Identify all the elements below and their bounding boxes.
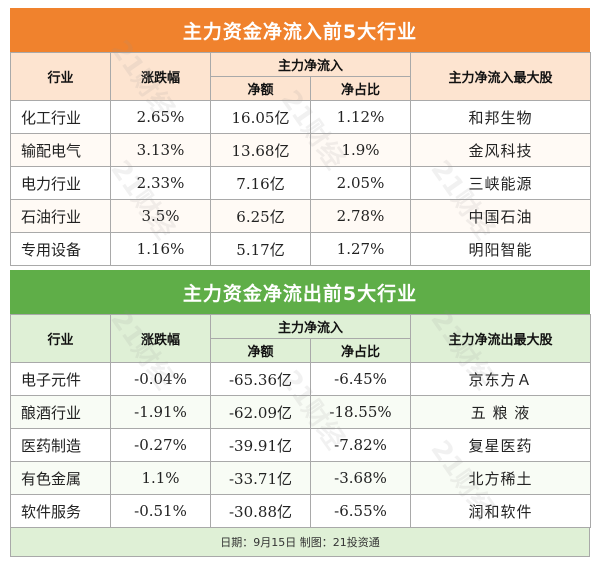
top-stock-cell: 北方稀土	[410, 461, 592, 495]
net-ratio-cell: -6.55%	[309, 494, 412, 528]
header-change: 涨跌幅	[110, 52, 211, 101]
net-ratio-cell: 2.78%	[309, 199, 412, 233]
industry-cell: 电力行业	[10, 166, 111, 200]
table-row: 软件服务 -0.51% -30.88亿 -6.55% 润和软件	[10, 494, 592, 528]
industry-cell: 电子元件	[10, 362, 111, 396]
industry-cell: 专用设备	[10, 232, 111, 266]
header-net-amount: 净额	[210, 338, 311, 363]
net-amount-cell: -65.36亿	[210, 362, 311, 396]
header-net-group: 主力净流入	[209, 314, 412, 339]
net-ratio-cell: -6.45%	[309, 362, 412, 396]
table-row: 专用设备 1.16% 5.17亿 1.27% 明阳智能	[10, 232, 592, 266]
industry-cell: 石油行业	[10, 199, 111, 233]
top-stock-cell: 三峡能源	[410, 166, 592, 200]
top-stock-cell: 五 粮 液	[410, 395, 592, 429]
outflow-table: 行业 涨跌幅 主力净流入 主力净流出最大股 净额 净占比 电子元件 -0.04%…	[10, 314, 592, 528]
header-net-group: 主力净流入	[209, 52, 412, 77]
footer-credit: 日期：9月15日 制图：21投资通	[10, 528, 590, 557]
net-ratio-cell: -3.68%	[309, 461, 412, 495]
industry-cell: 输配电气	[10, 133, 111, 167]
net-amount-cell: 7.16亿	[210, 166, 311, 200]
change-cell: 2.33%	[110, 166, 211, 200]
table-row: 石油行业 3.5% 6.25亿 2.78% 中国石油	[10, 199, 592, 233]
table-row: 有色金属 1.1% -33.71亿 -3.68% 北方稀土	[10, 461, 592, 495]
net-amount-cell: -62.09亿	[210, 395, 311, 429]
net-ratio-cell: 2.05%	[309, 166, 412, 200]
header-industry: 行业	[10, 52, 111, 101]
net-amount-cell: 5.17亿	[210, 232, 311, 266]
net-ratio-cell: -7.82%	[309, 428, 412, 462]
industry-cell: 有色金属	[10, 461, 111, 495]
industry-cell: 化工行业	[10, 100, 111, 134]
net-ratio-cell: -18.55%	[309, 395, 412, 429]
header-net-amount: 净额	[210, 76, 311, 101]
top-stock-cell: 润和软件	[410, 494, 592, 528]
net-amount-cell: -30.88亿	[210, 494, 311, 528]
net-ratio-cell: 1.12%	[309, 100, 412, 134]
change-cell: -1.91%	[110, 395, 211, 429]
net-amount-cell: -33.71亿	[210, 461, 311, 495]
industry-cell: 医药制造	[10, 428, 111, 462]
net-amount-cell: 16.05亿	[210, 100, 311, 134]
industry-cell: 酿酒行业	[10, 395, 111, 429]
net-amount-cell: -39.91亿	[210, 428, 311, 462]
header-industry: 行业	[10, 314, 111, 363]
table-row: 化工行业 2.65% 16.05亿 1.12% 和邦生物	[10, 100, 592, 134]
header-net-ratio: 净占比	[309, 76, 412, 101]
table-row: 电子元件 -0.04% -65.36亿 -6.45% 京东方Ａ	[10, 362, 592, 396]
change-cell: -0.27%	[110, 428, 211, 462]
table-row: 输配电气 3.13% 13.68亿 1.9% 金风科技	[10, 133, 592, 167]
top-stock-cell: 明阳智能	[410, 232, 592, 266]
net-ratio-cell: 1.9%	[309, 133, 412, 167]
header-top-stock: 主力净流入最大股	[410, 52, 592, 101]
change-cell: 2.65%	[110, 100, 211, 134]
header-net-ratio: 净占比	[309, 338, 412, 363]
change-cell: 3.13%	[110, 133, 211, 167]
inflow-title: 主力资金净流入前5大行业	[10, 8, 590, 52]
top-stock-cell: 京东方Ａ	[410, 362, 592, 396]
inflow-table: 行业 涨跌幅 主力净流入 主力净流入最大股 净额 净占比 化工行业 2.65% …	[10, 52, 592, 266]
top-stock-cell: 金风科技	[410, 133, 592, 167]
table-row: 酿酒行业 -1.91% -62.09亿 -18.55% 五 粮 液	[10, 395, 592, 429]
header-change: 涨跌幅	[110, 314, 211, 363]
table-row: 电力行业 2.33% 7.16亿 2.05% 三峡能源	[10, 166, 592, 200]
net-ratio-cell: 1.27%	[309, 232, 412, 266]
net-amount-cell: 13.68亿	[210, 133, 311, 167]
net-amount-cell: 6.25亿	[210, 199, 311, 233]
top-stock-cell: 复星医药	[410, 428, 592, 462]
top-stock-cell: 中国石油	[410, 199, 592, 233]
change-cell: -0.51%	[110, 494, 211, 528]
industry-cell: 软件服务	[10, 494, 111, 528]
top-stock-cell: 和邦生物	[410, 100, 592, 134]
change-cell: 3.5%	[110, 199, 211, 233]
change-cell: -0.04%	[110, 362, 211, 396]
change-cell: 1.1%	[110, 461, 211, 495]
change-cell: 1.16%	[110, 232, 211, 266]
outflow-title: 主力资金净流出前5大行业	[10, 270, 590, 314]
header-top-stock: 主力净流出最大股	[410, 314, 592, 363]
table-row: 医药制造 -0.27% -39.91亿 -7.82% 复星医药	[10, 428, 592, 462]
